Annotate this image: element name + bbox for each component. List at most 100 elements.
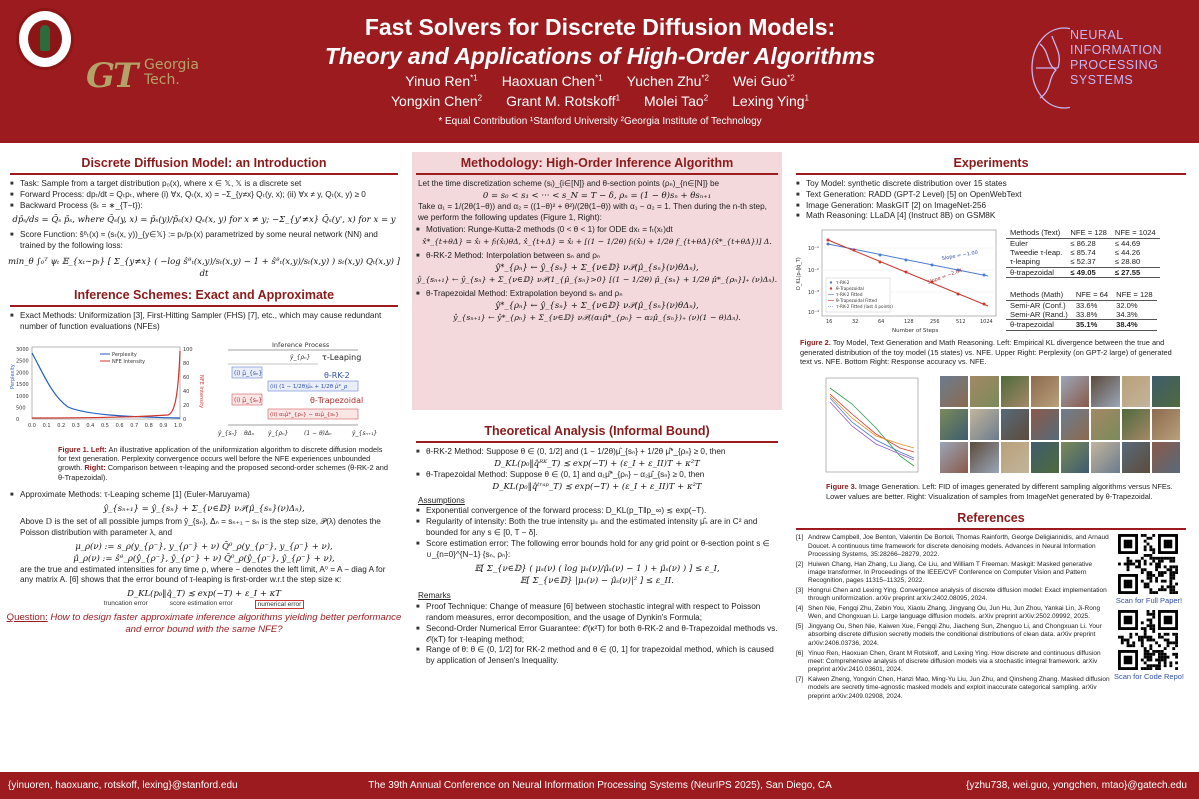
sample-image (1091, 442, 1120, 474)
tick-label: 2000 (16, 370, 29, 376)
tick-label: 0.5 (101, 423, 109, 429)
qr-repo-label[interactable]: Scan for Code Repo! (1113, 672, 1185, 682)
table-cell: ≤ 44.26 (1114, 248, 1141, 257)
table-cell: ≤ 52.37 (1070, 257, 1096, 267)
approx-explanation: Above 𝔻 is the set of all possible jumps… (20, 517, 381, 537)
assumption-3-eq1: 𝔼[ Σ_{ν∈𝔻} ( μₛ(ν) ( log μₛ(ν)/μ̂ₛ(ν) − … (474, 564, 720, 575)
table-cell: θ-trapezoidal (1006, 266, 1067, 279)
intro-backward-label: Backward Process (s̄ₜ = ∗_{T−t}): (6, 201, 402, 212)
references-list: [1] Andrew Campbell, Joe Benton, Valentin… (792, 534, 1110, 701)
schemes-comparison-diagram: Inference Process ŷ_{ρₙ} τ-Leaping (i) μ… (217, 341, 377, 437)
exp-item-toy: Toy Model: synthetic discrete distributi… (792, 179, 1190, 190)
svg-text:32: 32 (852, 319, 858, 325)
table-row: Tweedie τ-leap. ≤ 85.74 ≤ 44.26 (1006, 248, 1160, 257)
sample-image (940, 409, 969, 441)
tick-label: 3000 (16, 347, 29, 353)
legend-perplexity: Perplexity (112, 352, 137, 358)
column-left: Discrete Diffusion Model: an Introductio… (6, 152, 402, 636)
tick-label: 0.3 (72, 423, 80, 429)
error-brace-labels: truncation error score estimation error … (6, 600, 402, 610)
table-cell: ≤ 86.28 (1070, 238, 1096, 248)
assumption-1: Exponential convergence of the forward p… (412, 506, 782, 517)
affiliations: * Equal Contribution ¹Stanford Universit… (438, 116, 762, 127)
neurips-logo: NEURAL INFORMATION PROCESSING SYSTEMS (1026, 24, 1188, 120)
tau-leaping-equation: ŷ_{sₙ₊₁} = ŷ_{sₙ} + Σ_{ν∈𝔻} ν𝒫(μ̂_{sₙ}(ν… (103, 504, 305, 514)
discretization-equation: 0 = s₀ < s₁ < ··· < s_N = T − δ, ρₙ = (1… (482, 190, 712, 201)
qr-paper-label[interactable]: Scan for Full Paper! (1115, 596, 1183, 606)
exp-item-text: Text Generation: RADD (GPT-2 Level) [5] … (792, 190, 1190, 201)
table-row: Euler ≤ 86.28 ≤ 44.69 (1006, 238, 1160, 248)
methodology-intro: Let the time discretization scheme (sᵢ)_… (418, 179, 720, 188)
toy-plot-ylabel: D_KL(p₀‖q̂_T) (796, 257, 802, 290)
sample-image (940, 442, 969, 474)
reference-item: [5] Jingyang Ou, Shen Nie, Kaiwen Xue, Fe… (796, 623, 1102, 647)
reference-item: [2] Huiwen Chang, Han Zhang, Lu Jiang, Ce… (796, 560, 1093, 585)
svg-text:256: 256 (930, 319, 940, 325)
tick-label: 0.1 (43, 423, 51, 429)
research-question: Question: How to design faster approxima… (6, 612, 402, 636)
text-results-table: Methods (Text) NFE = 128 NFE = 1024 Euler ≤ … (1006, 228, 1160, 279)
table-cell: Semi-AR (Conf.) (1010, 300, 1066, 310)
mu-explanation: are the true and estimated intensities f… (20, 564, 386, 585)
svg-text:10⁻²: 10⁻² (808, 268, 819, 274)
alpha-definition: Take α₁ = 1/(2θ(1−θ)) and α₂ = ((1−θ)² +… (418, 201, 767, 222)
svg-text:θ-Trapezoidal Fitted: θ-Trapezoidal Fitted (836, 298, 877, 303)
svg-text:θΔₙ: θΔₙ (244, 430, 255, 437)
tau-error-bound: D_KL(p₀‖q̂_T) ≲ exp(−T) + ε_I + κT (127, 589, 281, 600)
svg-text:τ-RK-2: τ-RK-2 (836, 280, 850, 285)
tick-label: 80 (183, 361, 189, 367)
intro-section-title: Discrete Diffusion Model: an Introductio… (10, 152, 398, 175)
assumptions-label: Assumptions (418, 495, 465, 505)
tick-label: 1500 (16, 382, 29, 388)
theory-rk2: θ-RK-2 Method: Suppose θ ∈ (0, 1/2] and … (412, 447, 782, 458)
sample-image (1061, 376, 1090, 408)
tick-label: 40 (183, 389, 189, 395)
rk2-label: θ-RK-2 (324, 371, 350, 380)
sample-image (1091, 409, 1120, 441)
table-cell: Tweedie τ-leap. (1010, 248, 1063, 257)
methodology-section-title: Methodology: High-Order Inference Algori… (416, 152, 778, 175)
svg-text:128: 128 (904, 319, 914, 325)
poster-footer: {yinuoren, haoxuanc, rotskoff, lexing}@s… (0, 772, 1199, 799)
references-section-title: References (796, 507, 1186, 531)
figure3 (792, 372, 1190, 482)
tick-label: 20 (183, 403, 189, 409)
author-name: Yongxin Chen2 (390, 93, 483, 109)
qr-code-repo[interactable] (1118, 610, 1178, 671)
sample-image (1121, 442, 1150, 474)
exp-item-image: Image Generation: MaskGIT [2] on ImageNe… (792, 201, 1190, 212)
intro-task: Task: Sample from a target distribution … (6, 179, 402, 190)
sample-image (1151, 409, 1180, 441)
rk2-equation-1: ŷ*_{ρₙ} ← ŷ_{sₙ} + Σ_{ν∈𝔻} ν𝒫(μ̂_{sₙ}(ν)… (495, 262, 699, 273)
neurips-brain-icon (1031, 27, 1097, 109)
qr-code-paper[interactable] (1118, 534, 1178, 595)
perplexity-nfe-plot: 3000 2500 2000 1500 1000 500 0 100 80 60 40 20 0 0.… (10, 346, 204, 429)
figure3-caption: Figure 3. Image Generation. Left: FID of… (826, 482, 1173, 501)
tick-label: 0.2 (57, 423, 65, 429)
table-cell: Semi-AR (Rand.) (1010, 310, 1068, 319)
rk2-method-item: θ-RK-2 Method: Interpolation between sₙ … (412, 251, 782, 262)
author-name: Yuchen Zhu*2 (626, 73, 709, 89)
table-header-cell: NFE = 128 (1066, 228, 1111, 239)
svg-text:ŷ_{sₙ₊₁}: ŷ_{sₙ₊₁} (351, 430, 377, 437)
svg-text:64: 64 (878, 319, 884, 325)
toy-kl-plot: 10⁻¹ 10⁻² 10⁻³ 10⁻⁴ 16 32 64 128 256 512… (796, 229, 997, 334)
table-row: τ-leaping ≤ 52.37 ≤ 28.80 (1006, 257, 1160, 267)
table-cell: 34.3% (1116, 310, 1138, 319)
table-cell: 38.4% (1112, 319, 1157, 331)
table-row: θ-trapezoidal ≤ 49.05 ≤ 27.55 (1006, 266, 1160, 279)
inference-approx: Approximate Methods: τ-Leaping scheme [1… (6, 490, 402, 501)
toy-plot-xlabel: Number of Steps (892, 328, 938, 334)
mu-equation-true: μ_ρ(ν) := s_ρ(y_{ρ⁻}, y_{ρ⁻} + ν) Q̄⁰_ρ(… (75, 541, 333, 552)
table-cell: ≤ 28.80 (1114, 257, 1141, 267)
svg-text:1024: 1024 (980, 319, 993, 325)
svg-text:10⁻⁴: 10⁻⁴ (808, 310, 819, 316)
legend-nfe: NFE Intensity (112, 359, 145, 365)
tick-label: 60 (183, 375, 189, 381)
imagenet-samples-grid (940, 376, 1180, 476)
sample-image (1121, 376, 1150, 408)
remark-1: Proof Technique: Change of measure [6] b… (412, 602, 782, 624)
trapezoidal-label: θ-Trapezoidal (310, 396, 363, 405)
reference-item: [3] Hongrui Chen and Lexing Ying. Converg… (796, 587, 1107, 603)
tick-label: 2500 (16, 358, 29, 364)
